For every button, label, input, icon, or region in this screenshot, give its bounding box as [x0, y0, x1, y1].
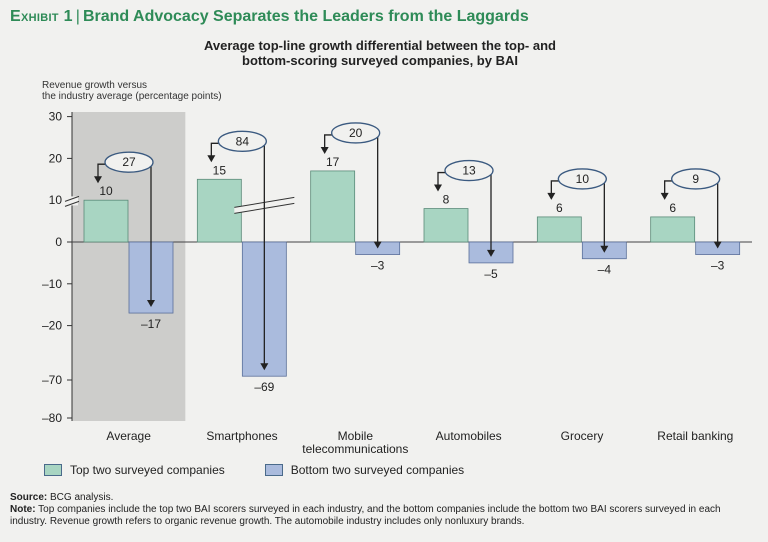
legend-label-top: Top two surveyed companies [70, 463, 225, 477]
bar-top-5 [650, 216, 696, 243]
diff-arrowhead-left-3 [434, 184, 442, 192]
diff-arrowhead-right-5 [713, 241, 722, 249]
axis-break-mark [64, 195, 80, 202]
notes: Source: BCG analysis. Note: Top companie… [10, 492, 760, 528]
diff-arrow-right-4 [602, 180, 605, 248]
bar-top-2 [310, 170, 356, 243]
diff-arrowhead-right-3 [487, 249, 495, 257]
bar-label-top-5: 6 [669, 201, 676, 215]
bar-top-3 [423, 208, 469, 243]
diff-arrow-left-1 [210, 142, 221, 158]
y-tick-label: 20 [49, 151, 63, 165]
bar-label-bottom-0: –17 [141, 317, 161, 331]
diff-arrowhead-left-5 [660, 192, 669, 200]
diff-value-5: 9 [692, 172, 699, 186]
bar-label-bottom-3: –5 [484, 267, 498, 281]
source-text: BCG analysis. [50, 492, 114, 503]
legend-item-top: Top two surveyed companies [44, 463, 225, 477]
category-label-2: Mobile [338, 429, 374, 443]
diff-arrow-left-4 [550, 180, 561, 195]
diff-arrow-left-2 [324, 134, 334, 149]
bar-label-top-2: 17 [326, 155, 340, 169]
diff-ellipse-1 [217, 130, 267, 152]
diff-arrowhead-left-2 [320, 146, 329, 154]
diff-arrowhead-right-1 [260, 363, 269, 371]
chart-title-line-1: Average top-line growth differential bet… [204, 38, 556, 53]
bar-label-top-1: 15 [213, 163, 227, 177]
diff-value-3: 13 [462, 164, 476, 178]
bar-label-top-3: 8 [443, 193, 450, 207]
bar-label-bottom-1: –69 [254, 380, 274, 394]
bar-label-bottom-4: –4 [598, 263, 612, 277]
diff-ellipse-4 [557, 168, 607, 190]
y-axis-label-line-1: Revenue growth versus [42, 80, 148, 91]
exhibit-separator: | [75, 8, 80, 25]
diff-arrow-right-2 [375, 134, 379, 244]
diff-ellipse-2 [331, 122, 381, 144]
chart-title: Average top-line growth differential bet… [150, 38, 610, 68]
diff-ellipse-0 [104, 151, 154, 173]
axis-break-gap [66, 196, 78, 206]
bar-top-4 [536, 216, 582, 243]
note-label: Note: [10, 504, 36, 515]
diff-arrow-left-0 [97, 163, 107, 179]
diff-arrow-right-5 [715, 180, 719, 244]
y-tick-label: –20 [42, 319, 62, 333]
legend-label-bottom: Bottom two surveyed companies [290, 463, 465, 477]
source-label: Source: [10, 492, 48, 503]
diff-arrow-left-3 [437, 171, 447, 187]
diff-arrowhead-left-1 [207, 155, 216, 163]
bar-label-top-4: 6 [556, 201, 563, 215]
note-line: Note: Top companies include the top two … [10, 504, 760, 528]
category-label-2: telecommunications [302, 442, 408, 456]
bar-top-0 [83, 199, 129, 243]
source-line: Source: BCG analysis. [10, 492, 760, 504]
diff-arrowhead-right-0 [147, 300, 155, 308]
bar-label-bottom-5: –3 [711, 259, 725, 273]
axis-break-mark [64, 200, 80, 207]
diff-value-2: 20 [349, 126, 363, 140]
category-label-4: Grocery [561, 429, 604, 443]
diff-value-1: 84 [236, 134, 250, 148]
y-tick-label: 0 [55, 235, 62, 249]
bar-label-bottom-2: –3 [371, 259, 385, 273]
y-tick-label: 30 [49, 110, 63, 124]
diff-ellipse-5 [671, 168, 721, 190]
category-label-3: Automobiles [436, 429, 502, 443]
legend-swatch-top [44, 464, 62, 476]
diff-arrow-left-5 [664, 180, 674, 195]
exhibit-label: Exhibit 1 [10, 8, 73, 25]
y-tick-label: 10 [49, 193, 63, 207]
bar-label-top-0: 10 [99, 184, 113, 198]
y-tick-label: –80 [42, 411, 62, 425]
note-text: Top companies include the top two BAI sc… [10, 504, 721, 527]
y-axis-label: Revenue growth versus the industry avera… [42, 80, 262, 102]
diff-arrowhead-right-2 [373, 241, 382, 249]
category-label-5: Retail banking [657, 429, 733, 443]
diff-arrow-right-3 [489, 171, 492, 252]
exhibit-heading: Brand Advocacy Separates the Leaders fro… [82, 8, 529, 25]
legend: Top two surveyed companies Bottom two su… [44, 463, 464, 477]
diff-arrowhead-left-0 [94, 176, 102, 184]
diff-value-0: 27 [122, 155, 136, 169]
exhibit-title: Exhibit 1 | Brand Advocacy Separates the L… [10, 8, 529, 26]
category-label-0: Average [106, 429, 151, 443]
category-label-1: Smartphones [206, 429, 277, 443]
y-tick-label: –10 [42, 277, 62, 291]
y-axis-label-line-2: the industry average (percentage points) [42, 91, 222, 102]
legend-item-bottom: Bottom two surveyed companies [264, 463, 465, 477]
y-tick-label: –70 [42, 373, 62, 387]
diff-value-4: 10 [576, 172, 590, 186]
legend-swatch-bottom [264, 464, 283, 476]
diff-arrowhead-right-4 [600, 245, 609, 253]
chart-title-line-2: bottom-scoring surveyed companies, by BA… [242, 53, 518, 68]
diff-ellipse-3 [444, 159, 494, 182]
diff-arrowhead-left-4 [547, 192, 556, 200]
